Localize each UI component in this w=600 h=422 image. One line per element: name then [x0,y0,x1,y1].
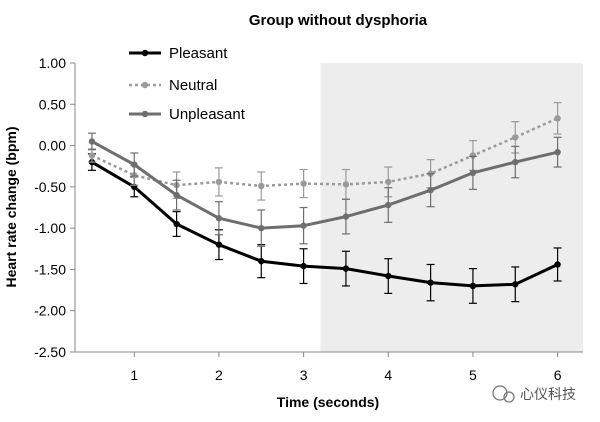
x-tick-label: 4 [384,367,392,383]
legend-label: Neutral [169,77,217,94]
data-point [469,152,477,159]
data-point [215,178,223,186]
legend-item-pleasant: Pleasant [129,45,228,62]
y-tick-label: -1.50 [34,261,66,277]
data-point [258,224,265,232]
data-point [342,213,350,220]
shaded-region [320,63,583,352]
data-point [512,281,519,288]
chart-legend: Pleasant Neutral Unpleasant [129,45,246,123]
y-axis-label: Heart rate change (bpm) [3,126,19,287]
chart-background [320,63,583,352]
data-point [385,201,392,209]
data-point [131,161,138,168]
wechat-icon [492,385,515,403]
data-point [469,282,477,290]
chart-series [87,102,562,304]
legend-item-neutral: Neutral [129,77,217,94]
x-tick-label: 2 [215,367,223,383]
data-point [342,181,350,188]
series-line [91,140,558,230]
data-point [512,134,519,141]
data-point [554,115,561,122]
data-point [512,158,519,166]
data-point [88,152,96,159]
y-tick-label: -2.50 [34,344,66,360]
legend-swatch-marker [141,81,149,89]
chart-title: Group without dysphoria [249,12,428,29]
watermark-text: 心仪科技 [520,386,576,402]
data-point [88,138,96,145]
data-point [173,191,180,199]
legend-swatch-marker [141,110,149,118]
chart-axes: -2.50 -2.00 -1.50 -1.00 -0.50 0.00 0.50 1.00 1 2 3… [34,55,583,383]
y-tick-label: -2.00 [34,303,66,319]
data-point [300,262,307,270]
legend-item-unpleasant: Unpleasant [129,106,246,123]
data-point [385,272,392,280]
data-point [554,148,561,156]
data-point [469,169,477,177]
data-point [215,215,223,222]
x-tick-label: 1 [130,367,138,383]
x-tick-label: 5 [469,367,477,383]
data-point [258,257,265,265]
data-point [385,178,392,186]
data-point [215,241,223,248]
data-point [300,180,307,187]
watermark: 心仪科技 [492,385,576,403]
y-tick-label: 0.00 [39,138,66,154]
legend-label: Unpleasant [169,106,246,123]
data-point [258,182,265,190]
data-point [554,261,561,268]
series-line [91,160,559,288]
y-tick-label: -1.00 [34,220,66,236]
data-point [342,265,350,272]
data-point [427,279,434,286]
series-pleasant [87,153,562,304]
y-tick-label: -0.50 [34,179,66,195]
x-axis-label: Time (seconds) [277,394,379,410]
legend-label: Pleasant [169,45,228,62]
data-point [173,220,180,228]
x-tick-label: 3 [300,367,308,383]
x-tick-label: 6 [554,367,562,383]
y-tick-label: 1.00 [39,55,66,71]
data-point [300,222,307,229]
data-point [427,186,434,194]
y-tick-label: 0.50 [39,96,66,112]
series-unpleasant [87,132,562,247]
legend-swatch-marker [141,49,149,57]
